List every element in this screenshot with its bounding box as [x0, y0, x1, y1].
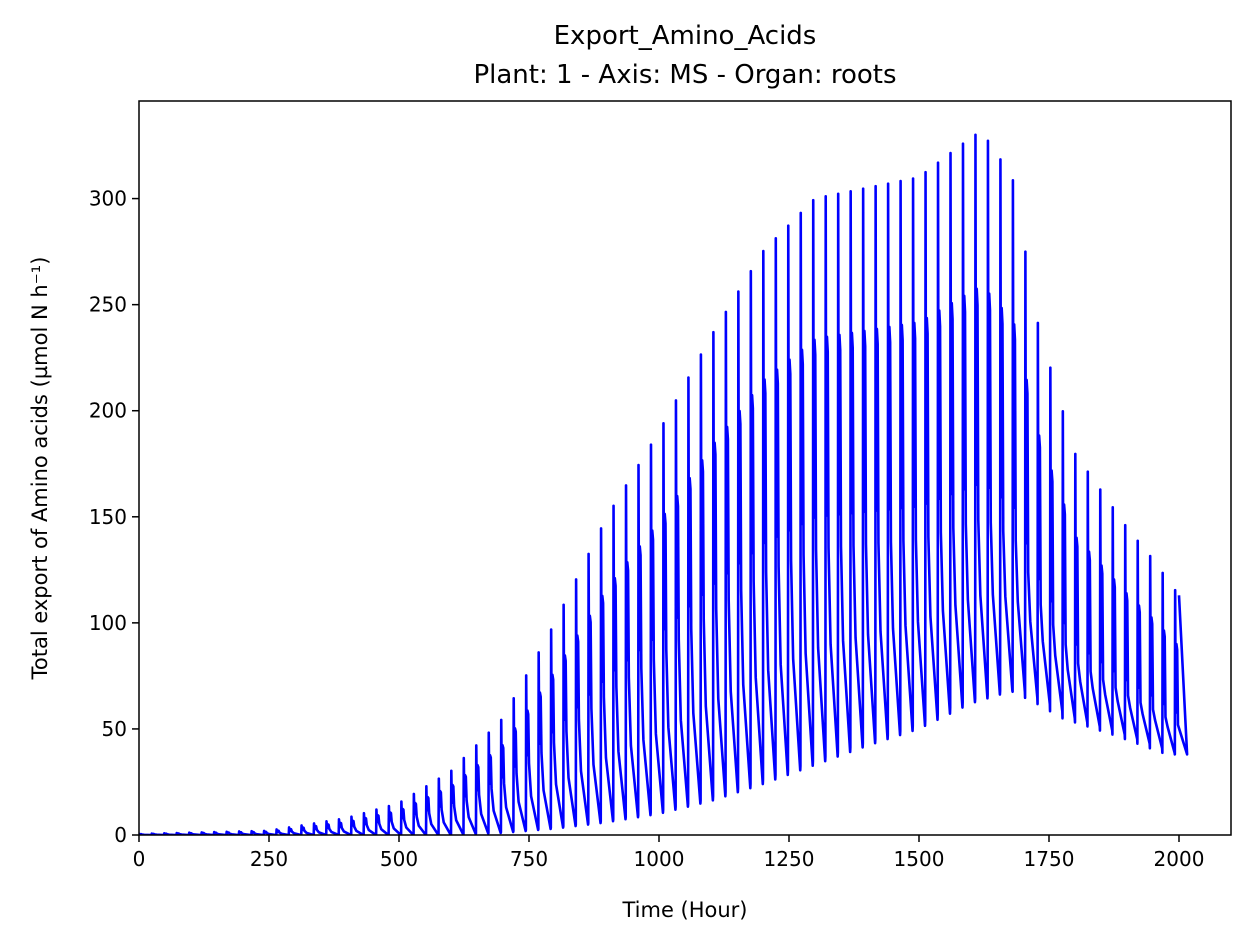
y-tick-label: 150: [89, 505, 127, 529]
x-axis: 0 250 500 750 1000 1250 1500 1750 2000: [133, 835, 1205, 871]
y-tick-label: 100: [89, 611, 127, 635]
y-axis: 0 50 100 150 200 250 300: [89, 187, 139, 847]
x-tick-label: 2000: [1154, 847, 1205, 871]
x-tick-label: 250: [250, 847, 288, 871]
y-tick-label: 300: [89, 187, 127, 211]
x-tick-label: 1750: [1024, 847, 1075, 871]
plot-frame: [138, 100, 1232, 836]
y-tick-label: 200: [89, 399, 127, 423]
series-line: [139, 133, 1189, 835]
plot-area: [138, 100, 1232, 836]
x-axis-label: Time (Hour): [621, 898, 747, 922]
x-tick-label: 1000: [634, 847, 685, 871]
y-axis-label: Total export of Amino acids (µmol N h⁻¹): [28, 257, 52, 681]
chart-subtitle: Plant: 1 - Axis: MS - Organ: roots: [473, 60, 896, 90]
x-tick-label: 1500: [894, 847, 945, 871]
x-tick-label: 500: [380, 847, 418, 871]
x-tick-label: 0: [133, 847, 146, 871]
y-tick-label: 0: [114, 823, 127, 847]
x-tick-label: 1250: [764, 847, 815, 871]
chart-title: Export_Amino_Acids: [554, 21, 817, 51]
x-tick-label: 750: [510, 847, 548, 871]
y-tick-label: 50: [102, 717, 127, 741]
y-tick-label: 250: [89, 293, 127, 317]
